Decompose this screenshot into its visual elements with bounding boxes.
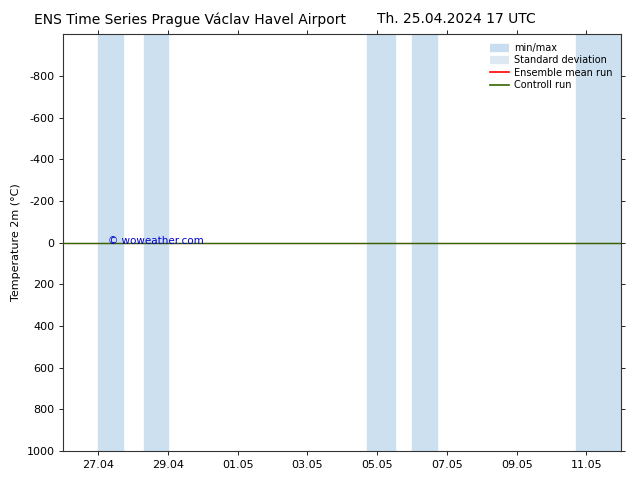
Text: © woweather.com: © woweather.com	[108, 236, 204, 246]
Text: ENS Time Series Prague Václav Havel Airport: ENS Time Series Prague Václav Havel Airp…	[34, 12, 346, 27]
Legend: min/max, Standard deviation, Ensemble mean run, Controll run: min/max, Standard deviation, Ensemble me…	[486, 39, 616, 94]
Bar	[366, 34, 394, 451]
Text: Th. 25.04.2024 17 UTC: Th. 25.04.2024 17 UTC	[377, 12, 536, 26]
Bar	[143, 34, 168, 451]
Bar	[412, 34, 436, 451]
Y-axis label: Temperature 2m (°C): Temperature 2m (°C)	[11, 184, 21, 301]
Bar	[98, 34, 123, 451]
Bar	[576, 34, 621, 451]
